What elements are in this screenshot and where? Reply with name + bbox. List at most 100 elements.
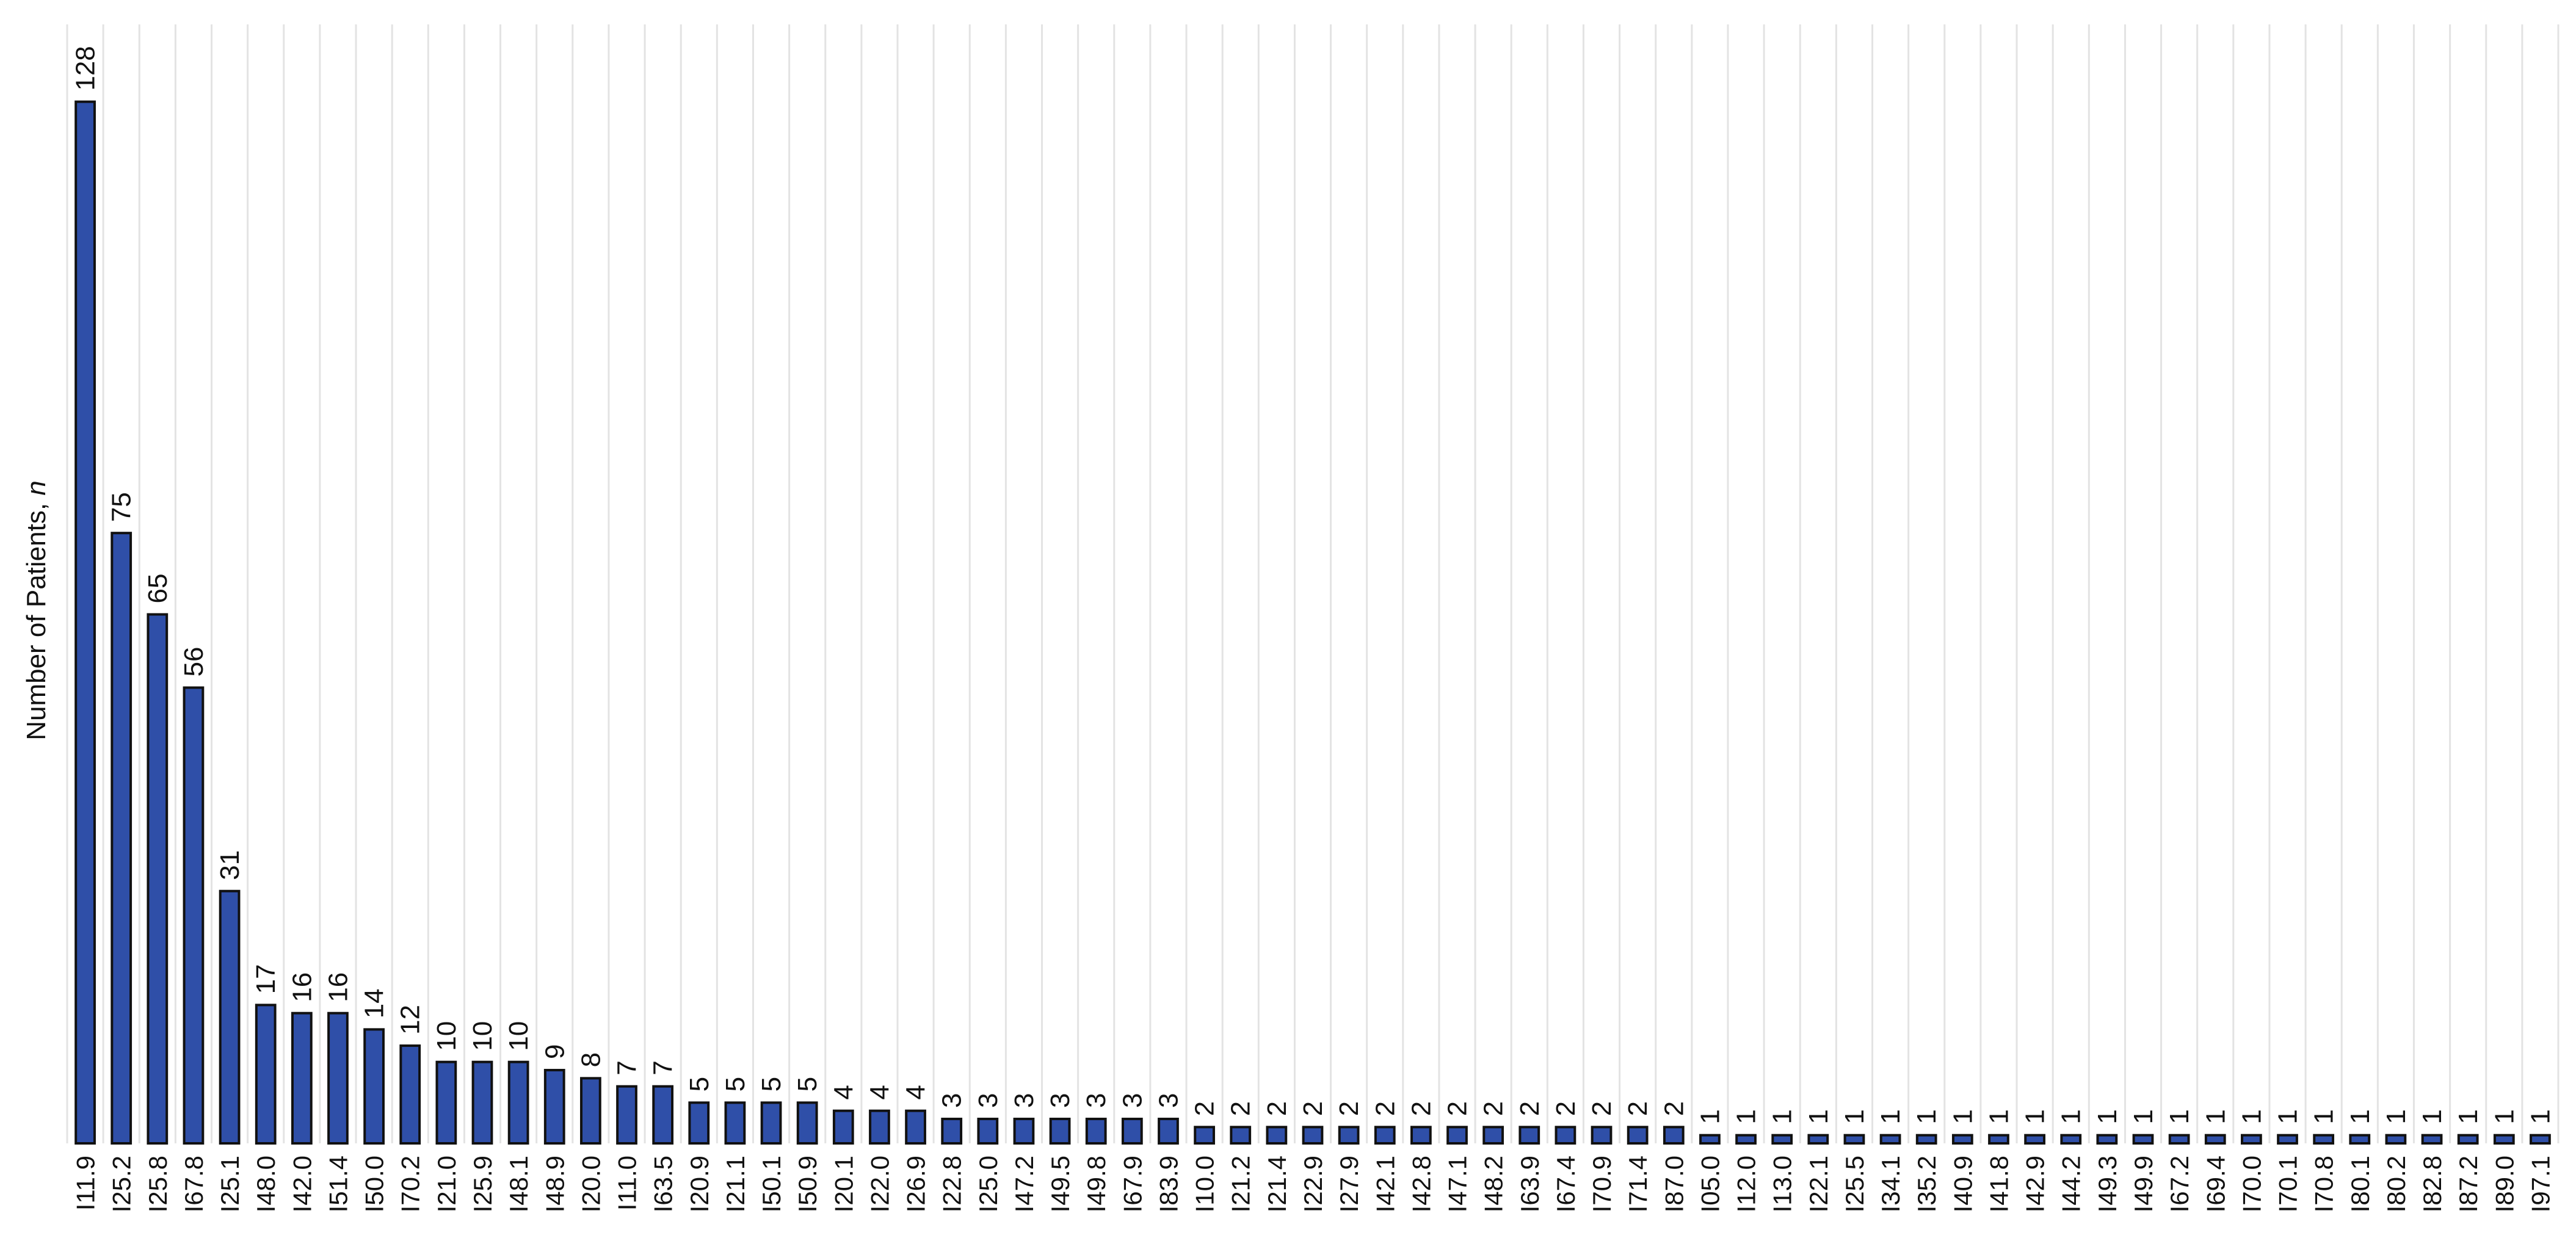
bar [2313, 1134, 2335, 1145]
y-axis-title: Number of Patients, n [21, 480, 51, 740]
bar [2024, 1134, 2045, 1145]
x-tick-label: I25.2 [107, 1156, 136, 1212]
data-label: 10 [432, 1021, 462, 1051]
data-label: 4 [865, 1085, 894, 1099]
bar [1627, 1126, 1649, 1145]
bar [2168, 1134, 2190, 1145]
data-label: 2 [1443, 1101, 1473, 1116]
x-tick-label: I25.5 [1840, 1156, 1869, 1212]
x-tick-label: I48.0 [252, 1156, 280, 1212]
data-label: 1 [2381, 1109, 2411, 1124]
data-label: 2 [1370, 1101, 1400, 1116]
bar [2277, 1134, 2298, 1145]
data-label: 2 [1479, 1101, 1509, 1116]
data-label: 3 [1081, 1093, 1111, 1108]
data-label: 12 [396, 1005, 426, 1035]
x-tick-label: I21.0 [432, 1156, 461, 1212]
y-axis-label: Number of Patients, n [21, 480, 51, 740]
data-label: 1 [2056, 1109, 2086, 1124]
bar [363, 1028, 385, 1145]
data-label: 1 [2525, 1109, 2555, 1124]
x-tick-label: I51.4 [324, 1156, 352, 1212]
bar [2060, 1134, 2082, 1145]
x-tick-label: I69.4 [2201, 1156, 2230, 1212]
x-tick-label: I70.8 [2310, 1156, 2338, 1212]
bar [941, 1118, 963, 1145]
x-tick-label: I22.0 [865, 1156, 894, 1212]
x-tick-labels: I11.9 I25.2 I25.8 I67.8 I25.1 I48.0 I42.0 I51.4… [71, 1156, 2555, 1212]
x-tick-label: I21.2 [1227, 1156, 1255, 1212]
bar [2457, 1134, 2479, 1145]
data-label: 1 [1768, 1109, 1798, 1124]
data-label: 1 [1984, 1109, 2014, 1124]
data-label: 2 [1623, 1101, 1653, 1116]
x-tick-label: I41.8 [1984, 1156, 2013, 1212]
bar [1338, 1126, 1360, 1145]
bar [327, 1011, 349, 1145]
data-label: 7 [612, 1060, 642, 1075]
bar [580, 1077, 601, 1145]
x-tick-label: I71.4 [1624, 1156, 1652, 1212]
x-tick-label: I26.9 [902, 1156, 931, 1212]
x-tick-label: I87.0 [1660, 1156, 1688, 1212]
bar [2241, 1134, 2262, 1145]
x-tick-label: I50.0 [360, 1156, 389, 1212]
bar [2349, 1134, 2371, 1145]
x-tick-label: I42.8 [1407, 1156, 1435, 1212]
y-axis-title-prefix: Number of Patients, [21, 496, 51, 740]
x-tick-label: I87.2 [2454, 1156, 2483, 1212]
bar [1049, 1118, 1071, 1145]
bar [1374, 1126, 1396, 1145]
data-label: 3 [973, 1093, 1003, 1108]
data-label: 2 [1226, 1101, 1256, 1116]
bar [219, 889, 241, 1145]
data-label: 1 [1912, 1109, 1942, 1124]
x-tick-label: I67.4 [1551, 1156, 1580, 1212]
x-tick-label: I20.9 [685, 1156, 714, 1212]
data-label: 1 [1695, 1109, 1725, 1124]
data-label: 5 [720, 1077, 750, 1091]
bar [2493, 1134, 2515, 1145]
x-tick-label: I48.1 [504, 1156, 533, 1212]
data-label: 2 [1587, 1101, 1617, 1116]
bar [435, 1060, 457, 1145]
data-label: 2 [1659, 1101, 1689, 1116]
bar [1843, 1134, 1865, 1145]
x-tick-label: I67.8 [180, 1156, 208, 1212]
gridlines [66, 24, 2560, 1143]
x-tick-label: I50.1 [757, 1156, 786, 1212]
bar [1302, 1126, 1324, 1145]
x-tick-label: I83.9 [1154, 1156, 1183, 1212]
bar [1518, 1126, 1540, 1145]
bar [399, 1044, 421, 1145]
data-label: 16 [323, 972, 353, 1002]
bar [1591, 1126, 1613, 1145]
data-label: 31 [215, 850, 245, 880]
bar [905, 1109, 926, 1145]
data-label: 1 [2020, 1109, 2050, 1124]
x-tick-label: I44.2 [2057, 1156, 2086, 1212]
data-label: 2 [1262, 1101, 1292, 1116]
bar [1194, 1126, 1215, 1145]
bar [291, 1011, 313, 1145]
bar [2421, 1134, 2443, 1145]
data-label: 75 [107, 492, 137, 522]
x-tick-label: I50.9 [793, 1156, 822, 1212]
bar [1266, 1126, 1288, 1145]
data-label: 10 [504, 1021, 534, 1051]
bar [1663, 1126, 1685, 1145]
bar [1446, 1126, 1468, 1145]
bar [1158, 1118, 1179, 1145]
bar [724, 1101, 746, 1145]
bar [183, 686, 205, 1145]
data-label: 14 [360, 988, 390, 1018]
x-tick-label: I25.0 [974, 1156, 1003, 1212]
bar [1807, 1134, 1829, 1145]
bar [2096, 1134, 2118, 1145]
data-label: 1 [1732, 1109, 1761, 1124]
bar [1230, 1126, 1252, 1145]
x-tick-label: I49.3 [2093, 1156, 2122, 1212]
bar [1988, 1134, 2009, 1145]
data-label: 16 [287, 972, 317, 1002]
bar [760, 1101, 782, 1145]
